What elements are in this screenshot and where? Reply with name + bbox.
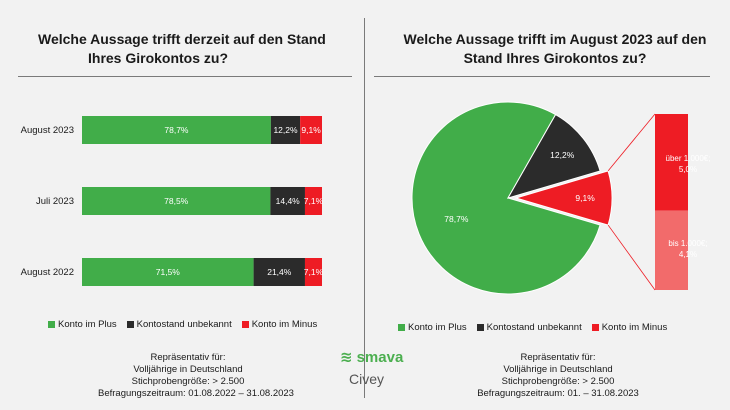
smava-logo-text: smava (356, 348, 404, 366)
legend-swatch-plus (398, 324, 405, 331)
left-footer-line2: Volljährige in Deutschland (133, 364, 243, 375)
legend-swatch-unknown (476, 324, 484, 331)
legend-label-unknown: Kontostand unbekannt (136, 319, 232, 330)
legend-item-plus: Konto im Plus (48, 319, 117, 330)
legend-label-plus: Konto im Plus (408, 322, 467, 333)
legend-swatch-minus (591, 324, 599, 331)
category-label: August 2023 (21, 125, 74, 136)
left-title-rule (18, 76, 352, 77)
bar-segment (82, 258, 254, 286)
bar-value-label: 7,1% (304, 267, 324, 277)
bar-segment (82, 187, 271, 215)
right-title-line1: Welche Aussage trifft im August 2023 auf… (403, 31, 707, 47)
left-title-line2: Ihres Girokontos zu? (88, 50, 229, 66)
bar-segment (304, 258, 322, 286)
pie-slice (506, 113, 601, 199)
breakdown-connector-top (607, 113, 656, 172)
smava-logo: ≋ smava (340, 348, 404, 367)
right-chart-title: Welche Aussage trifft im August 2023 auf… (385, 30, 725, 68)
pie-slice (411, 101, 601, 295)
legend-item-unknown: Kontostand unbekannt (476, 322, 582, 333)
bar-segment (270, 187, 305, 215)
breakdown-label-up-to-1000: bis 1.000€; 4,1% (652, 238, 724, 260)
bar-segment (253, 258, 305, 286)
right-footer: Repräsentativ für: Volljährige in Deutsc… (468, 352, 648, 400)
bar-segment (300, 116, 322, 144)
pie-slice (514, 170, 613, 226)
left-footer-line3: Stichprobengröße: > 2.500 (131, 376, 245, 387)
bar-segment (82, 116, 271, 144)
breakdown-label-over-1000-line1: über 1.000€; (665, 154, 711, 163)
legend-item-unknown: Kontostand unbekannt (126, 319, 232, 330)
left-chart-title: Welche Aussage trifft derzeit auf den St… (38, 30, 328, 68)
pie-value-label: 78,7% (444, 214, 469, 224)
panel-divider (364, 18, 365, 398)
legend-label-unknown: Kontostand unbekannt (486, 322, 582, 333)
breakdown-connector-bottom (607, 224, 656, 291)
left-title-line1: Welche Aussage trifft derzeit auf den St… (38, 31, 326, 47)
right-legend: Konto im Plus Kontostand unbekannt Konto… (398, 322, 667, 333)
legend-swatch-minus (241, 321, 249, 328)
bar-segment (304, 187, 322, 215)
legend-swatch-unknown (126, 321, 134, 328)
left-footer: Repräsentativ für: Volljährige in Deutsc… (98, 352, 294, 400)
bar-value-label: 12,2% (273, 125, 298, 135)
breakdown-bar-up-to-1000 (655, 210, 688, 290)
legend-label-minus: Konto im Minus (601, 322, 668, 333)
legend-label-plus: Konto im Plus (58, 319, 117, 330)
breakdown-label-up-to-1000-line1: bis 1.000€; (668, 239, 708, 248)
legend-label-minus: Konto im Minus (251, 319, 318, 330)
right-footer-line2: Volljährige in Deutschland (503, 364, 613, 375)
right-footer-line1: Repräsentativ für: (520, 352, 596, 363)
left-footer-line1: Repräsentativ für: (150, 352, 226, 363)
bar-value-label: 9,1% (301, 125, 321, 135)
breakdown-bar-over-1000 (655, 114, 688, 211)
bar-segment (270, 116, 301, 144)
right-footer-line4: Befragungszeitraum: 01. – 31.08.2023 (477, 388, 639, 399)
left-footer-line4: Befragungszeitraum: 01.08.2022 – 31.08.2… (98, 388, 294, 399)
breakdown-label-over-1000: über 1.000€; 5,0% (652, 153, 724, 175)
pie-value-label: 12,2% (550, 150, 575, 160)
civey-logo: Civey (349, 371, 385, 387)
bar-value-label: 21,4% (267, 267, 292, 277)
bar-value-label: 78,7% (164, 125, 189, 135)
legend-item-minus: Konto im Minus (591, 322, 668, 333)
category-label: Juli 2023 (36, 196, 74, 207)
legend-swatch-plus (48, 321, 55, 328)
bar-value-label: 71,5% (156, 267, 181, 277)
legend-item-minus: Konto im Minus (241, 319, 318, 330)
breakdown-label-over-1000-line2: 5,0% (678, 165, 698, 174)
right-title-line2: Stand Ihres Girokontos zu? (463, 50, 647, 66)
bar-value-label: 78,5% (164, 196, 189, 206)
legend-item-plus: Konto im Plus (398, 322, 467, 333)
pie-value-label: 9,1% (575, 193, 595, 203)
category-label: August 2022 (21, 267, 74, 278)
left-legend: Konto im Plus Kontostand unbekannt Konto… (48, 319, 317, 330)
bar-value-label: 7,1% (304, 196, 324, 206)
breakdown-label-up-to-1000-line2: 4,1% (678, 250, 698, 259)
right-title-rule (374, 76, 710, 77)
right-footer-line3: Stichprobengröße: > 2.500 (501, 376, 615, 387)
smava-mark-icon: ≋ (340, 349, 353, 366)
bar-value-label: 14,4% (276, 196, 301, 206)
